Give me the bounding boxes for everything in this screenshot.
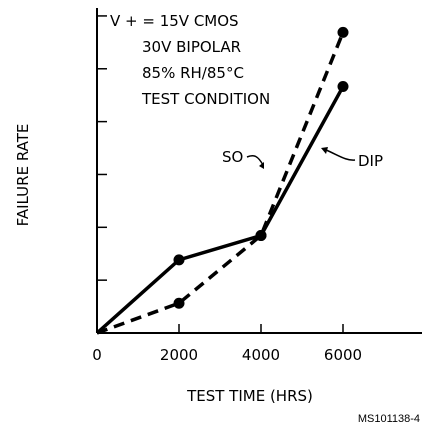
so-leader-line [246, 154, 264, 166]
x-tick-label: 0 [92, 346, 102, 364]
figure-code: MS101138-4 [358, 413, 420, 425]
annotation-line: TEST CONDITION [141, 90, 270, 108]
series-lines [95, 26, 349, 335]
labels: V + = 15V CMOS 30V BIPOLAR 85% RH/85°C TEST… [14, 12, 420, 425]
series-label-so: SO [222, 148, 243, 166]
data-point-dip [337, 81, 349, 93]
annotation-line: 30V BIPOLAR [142, 38, 241, 56]
ticks: 0 2000 4000 6000 [92, 15, 362, 364]
x-tick-label: 6000 [324, 346, 362, 364]
data-point-so [173, 297, 185, 309]
axes [96, 8, 422, 334]
series-line-dip [95, 85, 345, 335]
series-line-so [96, 31, 345, 335]
data-point-so [255, 230, 267, 241]
annotation-line: 85% RH/85°C [142, 64, 244, 82]
data-point-dip [173, 254, 185, 266]
x-axis-title: TEST TIME (HRS) [186, 387, 313, 405]
x-tick-label: 2000 [160, 346, 198, 364]
dip-leader-arrow [321, 147, 328, 154]
x-tick-label: 4000 [242, 346, 280, 364]
series-label-dip: DIP [358, 152, 383, 170]
y-axis-title: FAILURE RATE [14, 124, 32, 227]
data-point-so [337, 26, 349, 38]
dip-leader-line [325, 149, 356, 161]
annotation-line: V + = 15V CMOS [110, 12, 239, 30]
so-leader-arrow [259, 162, 264, 169]
